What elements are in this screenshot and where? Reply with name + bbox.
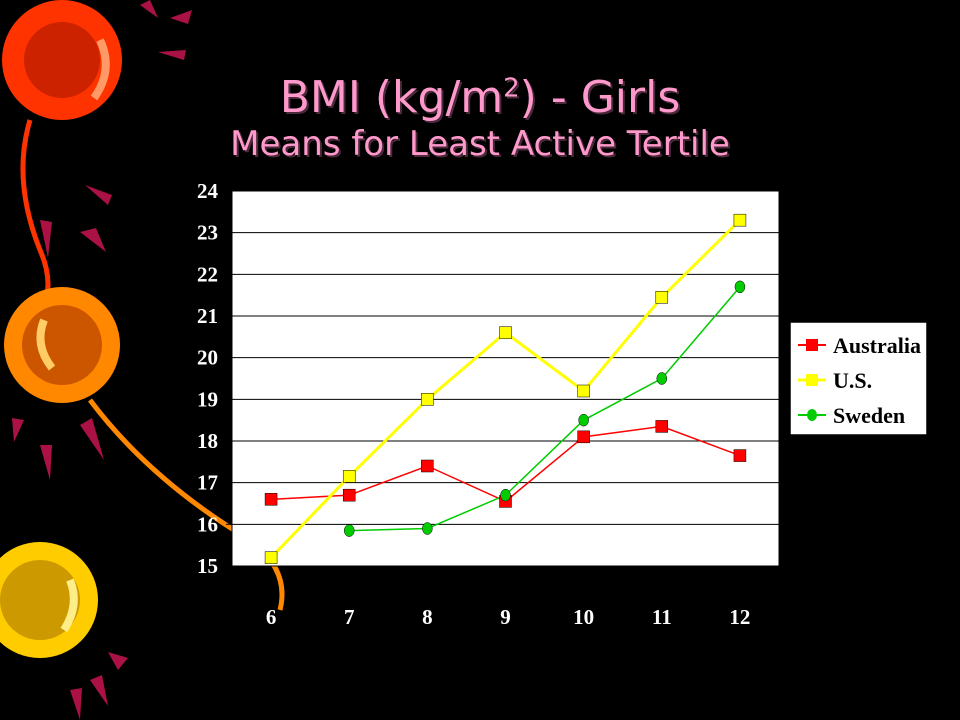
balloon-red-shine — [90, 38, 110, 101]
y-tick-label: 21 — [197, 304, 218, 328]
title-suffix: ) - Girls — [519, 72, 681, 123]
y-tick-label: 20 — [197, 346, 218, 370]
title-superscript: 2 — [503, 73, 520, 104]
legend: Australia U.S. Sweden — [789, 321, 928, 436]
legend-label-sweden: Sweden — [833, 403, 905, 428]
data-point-australia — [421, 459, 434, 473]
ray — [85, 185, 112, 205]
data-point-us — [499, 326, 512, 339]
series-line-sweden — [349, 286, 741, 532]
data-point-us — [421, 393, 434, 406]
balloon-yellow-inner — [0, 560, 80, 640]
ray — [40, 220, 52, 258]
slide-title-block: BMI (kg/m2) - Girls Means for Least Acti… — [160, 72, 920, 164]
data-point-sweden — [734, 280, 746, 294]
data-point-australia — [655, 420, 669, 433]
y-tick-label: 22 — [197, 262, 218, 286]
ray — [80, 418, 104, 460]
ray — [70, 688, 82, 720]
y-tick-label: 19 — [197, 387, 218, 411]
balloon-orange-shine — [36, 318, 56, 371]
x-tick-label: 7 — [344, 605, 355, 629]
legend-label-australia: Australia — [833, 333, 921, 358]
legend-marker-australia — [806, 339, 818, 351]
slide-subtitle: Means for Least Active Tertile — [230, 124, 730, 164]
slide-title: BMI (kg/m2) - Girls — [100, 72, 860, 124]
data-point-sweden — [422, 522, 433, 535]
gridlines — [232, 232, 779, 525]
plot-area — [231, 190, 780, 567]
ray — [158, 50, 186, 60]
data-point-australia — [342, 488, 356, 502]
legend-label-us: U.S. — [833, 368, 872, 393]
data-point-us — [264, 551, 278, 564]
y-tick-label: 15 — [197, 554, 218, 578]
series-markers — [264, 213, 747, 564]
y-tick-label: 18 — [197, 429, 218, 453]
data-point-sweden — [500, 488, 511, 502]
data-point-sweden — [656, 372, 668, 385]
data-point-sweden — [578, 413, 589, 427]
ray — [80, 228, 106, 252]
x-tick-label: 12 — [729, 605, 750, 629]
balloon-red-inner — [24, 22, 100, 98]
data-point-australia — [264, 493, 278, 506]
data-point-us — [342, 470, 356, 483]
ray — [108, 652, 128, 670]
legend-marker-sweden — [807, 409, 817, 421]
ray — [90, 675, 108, 706]
ray — [170, 10, 192, 24]
x-tick-label: 11 — [652, 605, 672, 629]
data-point-sweden — [343, 524, 355, 537]
x-tick-label: 6 — [266, 605, 277, 629]
y-tick-label: 24 — [197, 179, 219, 203]
legend-marker-us — [806, 374, 818, 386]
balloon-orange-string — [88, 398, 285, 611]
y-tick-label: 17 — [197, 471, 218, 495]
data-point-us — [733, 213, 747, 227]
ray — [12, 418, 24, 442]
ray — [140, 0, 158, 18]
ray — [40, 445, 52, 480]
y-axis-ticks: 15 16 17 18 19 20 21 22 23 24 — [197, 179, 232, 578]
x-tick-label: 10 — [573, 605, 594, 629]
y-tick-label: 23 — [197, 221, 218, 245]
x-axis-ticks: 6 7 8 9 10 11 12 — [266, 566, 750, 629]
data-point-us — [655, 291, 669, 304]
plot-background — [231, 190, 780, 567]
balloon-yellow-shine — [60, 578, 78, 633]
y-tick-label: 16 — [197, 512, 218, 536]
x-tick-label: 8 — [422, 605, 433, 629]
x-tick-label: 9 — [500, 605, 511, 629]
title-prefix: BMI (kg/m — [279, 72, 504, 123]
data-point-australia — [733, 449, 747, 462]
data-point-us — [577, 384, 590, 398]
data-point-australia — [577, 430, 590, 444]
